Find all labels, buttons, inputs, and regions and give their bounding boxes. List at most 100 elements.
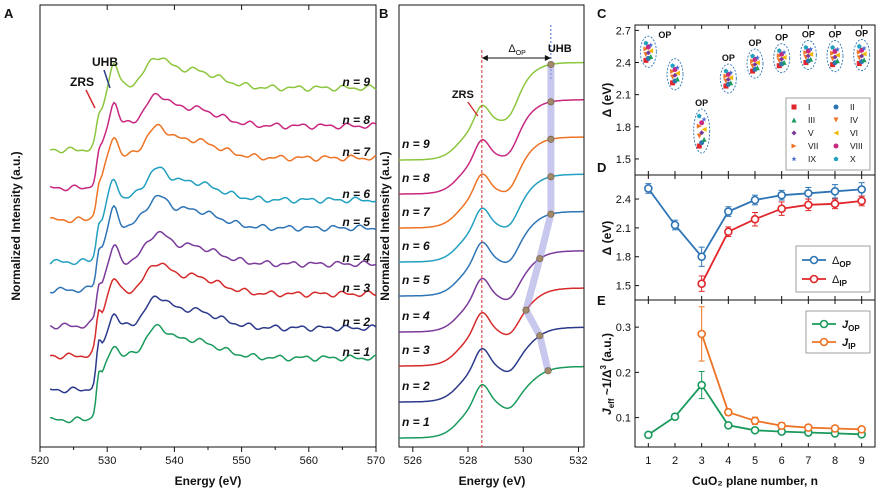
panel-c-marker: [803, 50, 809, 55]
panel-a-series-label: n = 9: [342, 75, 370, 89]
panel-c-marker: [861, 51, 867, 57]
panel-c-marker: [701, 136, 707, 142]
panel-c-y-axis-label: Δ (eV): [600, 83, 614, 118]
panel-c-group-label: OP: [722, 53, 735, 63]
panel-d-data-point: [697, 252, 706, 262]
panel-c-marker: [723, 68, 729, 74]
panel-c-legend-label: III: [808, 115, 815, 125]
panel-b-y-axis-label: Normalized Intensity (a.u.): [378, 151, 392, 300]
panel-b-series-label: n = 7: [402, 205, 431, 219]
panel-d-data-point: [750, 214, 760, 224]
panel-c-legend-label: I: [808, 102, 810, 112]
panel-e-data-point: [777, 421, 786, 431]
panel-c-marker: [776, 53, 782, 59]
panel-label-d: D: [597, 160, 606, 175]
panel-c-marker: [699, 130, 705, 136]
panel-a-x-tick-label: 520: [31, 455, 49, 467]
panel-a-uhb-arrow: [103, 69, 111, 89]
panel-c-marker: [643, 57, 649, 63]
panel-c-marker: [674, 76, 680, 82]
panel-c-marker: [791, 130, 797, 136]
panel-a-series-label: n = 8: [342, 113, 370, 127]
panel-a-series-label: n = 2: [342, 315, 370, 329]
panel-c-marker: [791, 156, 797, 162]
panel-e-data-point: [750, 425, 760, 435]
panel-a-x-tick-label: 540: [165, 455, 183, 467]
panel-b-x-tick-label: 532: [569, 455, 587, 467]
panel-e-data-point: [857, 425, 866, 434]
panel-c-marker: [776, 63, 782, 69]
panel-c-marker: [859, 47, 865, 53]
panel-a-x-tick-label: 550: [232, 455, 250, 467]
panel-c-marker: [803, 45, 809, 50]
panel-b-uhb-peak-marker: [522, 306, 530, 314]
panel-c-marker: [648, 48, 654, 54]
panel-c-marker: [696, 143, 702, 149]
panel-c-marker: [776, 48, 782, 53]
panel-b-uhb-peak-marker: [544, 367, 552, 375]
panel-c-group-label: OP: [748, 38, 761, 48]
panel-c-marker: [648, 42, 654, 48]
panel-e-y-tick-label: 0.1: [616, 413, 631, 425]
panel-c-marker: [833, 130, 839, 136]
panel-c-legend-label: II: [850, 102, 855, 112]
panel-d-y-tick-label: 2.1: [616, 223, 631, 235]
panel-e-x-tick-label: 4: [725, 455, 731, 467]
panel-c-marker: [856, 49, 862, 55]
panel-c-marker: [791, 104, 797, 110]
panel-e-legend-label: JOP: [842, 319, 860, 333]
panel-c-group-ellipse: [639, 35, 657, 68]
panel-c-marker: [803, 60, 809, 65]
panel-c-legend-label: IV: [850, 115, 858, 125]
panel-d-legend-marker: [809, 274, 819, 284]
panel-d-data-point: [857, 185, 866, 194]
panel-a-series-label: n = 4: [342, 251, 370, 265]
panel-e-x-tick-label: 1: [645, 455, 651, 467]
panel-c-marker: [670, 68, 676, 74]
panel-c-marker: [830, 62, 836, 68]
panel-d-y-tick-label: 1.8: [616, 252, 631, 264]
panel-c-marker: [701, 116, 707, 122]
panel-e-legend-marker: [819, 319, 829, 329]
panel-e-data-point: [697, 380, 706, 390]
panel-a-zrs-annotation: ZRS: [70, 75, 94, 89]
panel-e-jeff-vs-n: Jeff ~1/Δ3 (a.u.) CuO₂ plane number, n 0…: [599, 299, 876, 488]
panel-d-delta-vs-n: Δ (eV) 1.5 1.8 2.1 2.4 ΔOP ΔIP: [600, 174, 876, 301]
panel-c-marker: [791, 117, 797, 123]
panel-b-series-label: n = 4: [402, 309, 430, 323]
panel-c-group-label: OP: [775, 33, 788, 43]
panel-a-spectrum-line: [49, 295, 377, 394]
panel-c-marker: [830, 50, 836, 56]
panel-c-group-label: OP: [802, 30, 815, 40]
panel-b-series-label: n = 2: [402, 379, 430, 393]
panel-b-spectrum-line: [399, 365, 584, 439]
panel-e-x-tick-label: 9: [859, 455, 865, 467]
panel-c-y-tick-label: 1.5: [616, 154, 631, 166]
panel-a-frame: [39, 4, 377, 448]
panel-e-y-tick-label: 0.3: [616, 322, 631, 334]
panel-b-x-axis-label: Energy (eV): [459, 474, 526, 488]
panel-b-delta-arrowhead-right: [544, 55, 551, 61]
panel-a-spectrum-line: [49, 166, 377, 266]
panel-c-group-ellipse: [666, 58, 684, 91]
panel-c-y-tick-label: 2.7: [616, 25, 631, 37]
panel-a-uhb-annotation: UHB: [92, 55, 118, 69]
panel-b-uhb-peak-marker: [536, 332, 544, 340]
panel-c-marker: [861, 45, 867, 51]
panel-b-frame: [398, 4, 585, 448]
panel-e-x-tick-label: 7: [805, 455, 811, 467]
panel-d-data-point: [724, 207, 733, 216]
panel-d-data-point: [670, 220, 680, 230]
panel-c-marker: [750, 58, 756, 64]
panel-c-marker: [808, 46, 814, 52]
panel-c-marker: [750, 53, 755, 59]
panel-e-data-point: [644, 430, 653, 440]
panel-e-legend-marker: [819, 337, 829, 347]
panel-e-legend-box: [805, 310, 871, 354]
panel-c-marker: [808, 56, 814, 62]
panel-c-group-ellipse: [773, 43, 791, 74]
panel-d-y-tick-label: 2.4: [616, 194, 631, 206]
panel-c-marker: [830, 45, 835, 50]
panel-c-group-ellipse: [853, 38, 871, 72]
